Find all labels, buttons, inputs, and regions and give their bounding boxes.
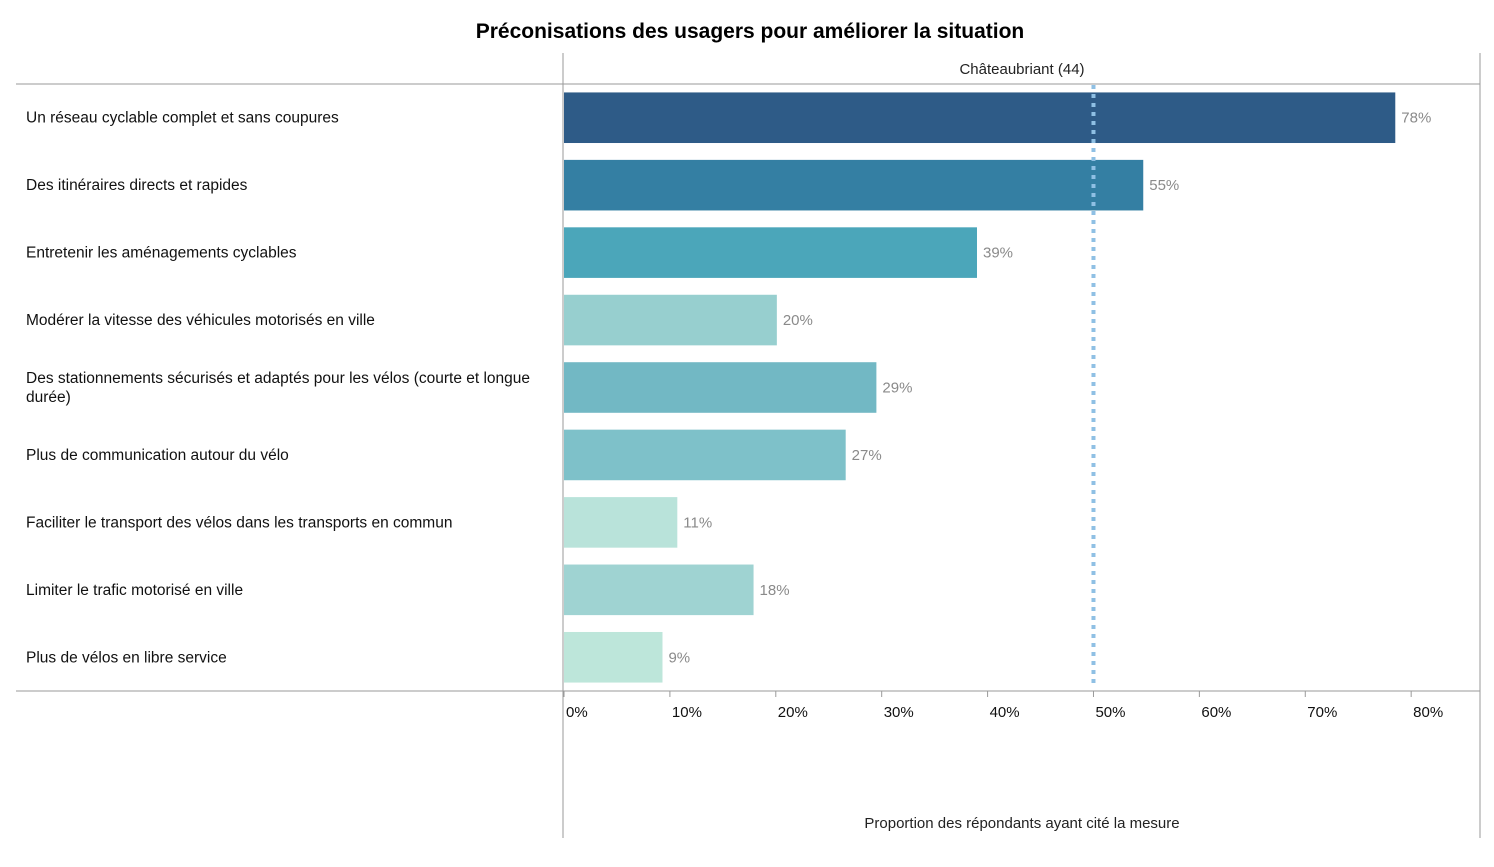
bar <box>564 92 1396 144</box>
value-label: 55% <box>1149 177 1179 194</box>
category-label: Faciliter le transport des vélos dans le… <box>26 514 452 531</box>
value-label: 78% <box>1401 110 1431 127</box>
x-tick-label: 50% <box>1095 704 1125 721</box>
x-axis-label: Proportion des répondants ayant cité la … <box>864 815 1179 832</box>
category-label: Modérer la vitesse des véhicules motoris… <box>26 312 375 329</box>
category-label: Un réseau cyclable complet et sans coupu… <box>26 110 339 127</box>
category-label: Des itinéraires directs et rapides <box>26 177 248 194</box>
category-label: durée) <box>26 389 71 406</box>
category-labels-group: Un réseau cyclable complet et sans coupu… <box>26 110 530 667</box>
category-label: Des stationnements sécurisés et adaptés … <box>26 370 530 387</box>
value-label: 11% <box>683 514 712 531</box>
x-tick-label: 20% <box>778 704 808 721</box>
bar <box>564 227 977 278</box>
x-axis-ticks-group: 0% 10% 20% 30% 40% 50% 60% 70% 80% <box>563 691 1443 721</box>
value-label: 9% <box>668 649 690 666</box>
bar <box>564 497 678 548</box>
bar <box>564 564 754 616</box>
chart-frame <box>16 53 1481 838</box>
value-label: 29% <box>882 380 912 397</box>
x-tick-label: 70% <box>1307 704 1337 721</box>
x-tick-label: 10% <box>672 704 702 721</box>
value-label: 27% <box>852 447 882 464</box>
value-label: 18% <box>760 582 790 599</box>
chart-title: Préconisations des usagers pour améliore… <box>475 20 1025 43</box>
x-tick-label: 40% <box>990 704 1020 721</box>
x-tick-label: 60% <box>1201 704 1231 721</box>
value-labels-group: 78% 55% 39% 20% 29% 27% 11% 18% 9% <box>668 110 1431 667</box>
panel-label: Châteaubriant (44) <box>959 61 1084 78</box>
value-label: 39% <box>983 245 1013 262</box>
x-tick-label: 30% <box>884 704 914 721</box>
bar <box>564 631 663 683</box>
bar <box>564 159 1144 211</box>
x-tick-label: 80% <box>1413 704 1443 721</box>
category-label: Limiter le trafic motorisé en ville <box>26 582 243 599</box>
bars-group <box>564 92 1396 683</box>
category-label: Plus de vélos en libre service <box>26 649 227 666</box>
bar <box>564 362 877 413</box>
x-tick-label: 0% <box>566 704 588 721</box>
category-label: Plus de communication autour du vélo <box>26 447 289 464</box>
value-label: 20% <box>783 312 813 329</box>
bar <box>564 294 777 346</box>
category-label: Entretenir les aménagements cyclables <box>26 245 297 262</box>
bar <box>564 429 846 481</box>
